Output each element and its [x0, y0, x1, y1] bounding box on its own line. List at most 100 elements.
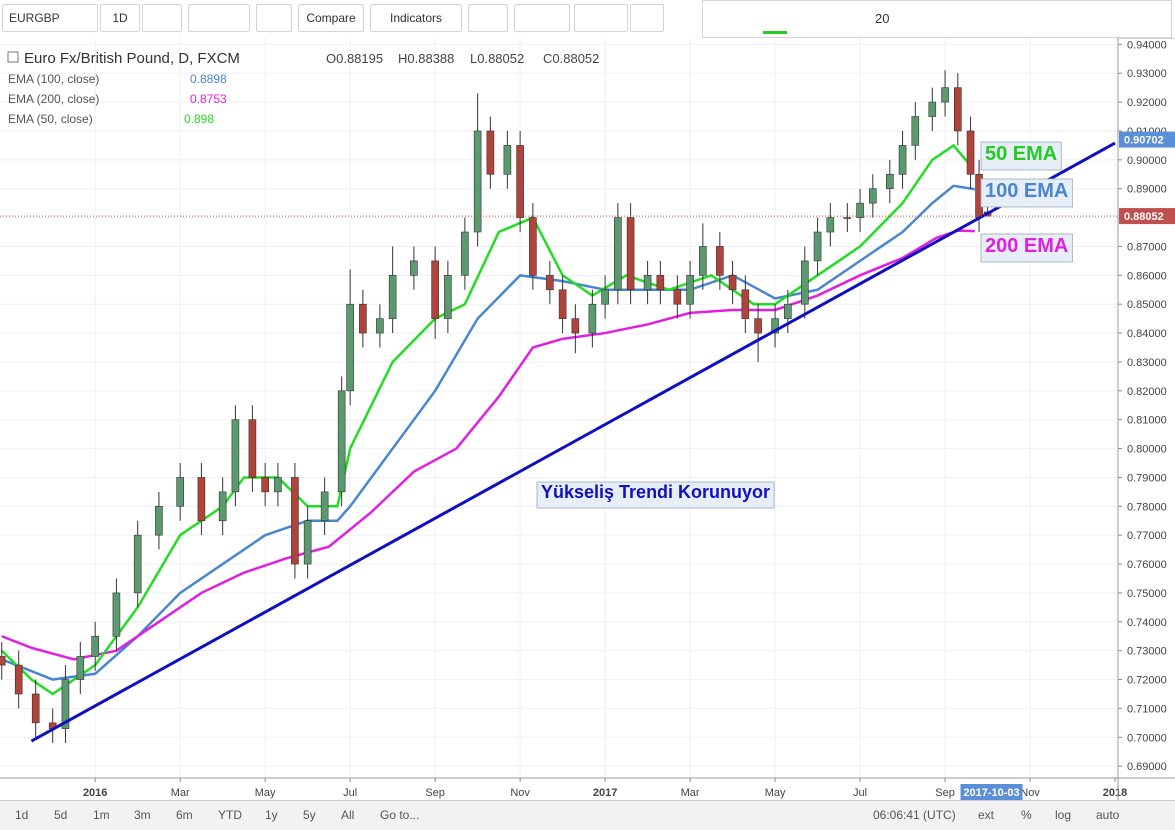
toolbar: EURGBP 1D Compare Indicators 20 — [0, 0, 1175, 39]
chart-title: Euro Fx/British Pound, D, FXCM — [24, 50, 240, 67]
ema-line — [1, 229, 975, 661]
scale-option[interactable]: auto — [1096, 808, 1120, 822]
candle-body — [656, 275, 665, 291]
price-marker-label: 0.88052 — [1124, 211, 1164, 223]
y-tick-label: 0.75000 — [1127, 588, 1167, 600]
x-tick-label: Jul — [853, 787, 867, 799]
candle-body — [91, 635, 99, 657]
annotation: 50 EMA — [980, 141, 1062, 171]
replay-button[interactable] — [514, 4, 570, 32]
price-marker-label: 0.90702 — [1124, 135, 1164, 147]
range-button[interactable]: 1d — [15, 808, 29, 822]
legend-value: 0.8753 — [190, 92, 227, 106]
y-tick-label: 0.90000 — [1127, 155, 1167, 167]
legend: Euro Fx/British Pound, D, FXCM O0.88195 H0… — [7, 50, 599, 126]
undo-redo[interactable] — [574, 4, 628, 32]
candle-body — [303, 520, 312, 565]
candle-body — [928, 101, 937, 117]
candle-body — [546, 275, 554, 291]
x-tick-label: 2017 — [593, 787, 617, 799]
legend-label: EMA (200, close) — [8, 92, 99, 106]
candle-body — [626, 217, 635, 291]
compare-button[interactable]: Compare — [298, 4, 364, 32]
candle-body — [112, 592, 121, 637]
legend-value: 0.898 — [184, 112, 214, 126]
annotation-box — [980, 233, 1073, 263]
candle-body — [911, 116, 920, 146]
candle-body — [588, 303, 597, 334]
interval-menu[interactable] — [142, 4, 182, 32]
annotation: 100 EMA — [980, 178, 1073, 208]
range-button[interactable]: 3m — [134, 808, 151, 822]
y-tick-label: 0.87000 — [1127, 241, 1167, 253]
candle-body — [176, 477, 184, 507]
candle-body — [14, 664, 23, 695]
candle-body — [376, 318, 384, 334]
candle-body — [699, 246, 707, 276]
x-tick-label: May — [765, 787, 786, 799]
ohlc-label: H0.88388 — [398, 51, 454, 66]
price-marker-box — [1119, 131, 1175, 148]
candle-body — [686, 275, 694, 305]
y-tick-label: 0.69000 — [1127, 761, 1167, 773]
range-button[interactable]: Go to... — [380, 808, 420, 822]
range-button[interactable]: 5d — [54, 808, 68, 822]
x-tick-label: Nov — [1020, 787, 1040, 799]
fullscreen-button[interactable] — [630, 4, 664, 32]
chart-style-button[interactable] — [188, 4, 250, 32]
y-tick-label: 0.82000 — [1127, 386, 1167, 398]
indicators-button[interactable]: Indicators — [370, 4, 462, 32]
legend-label: EMA (50, close) — [8, 112, 93, 126]
range-button[interactable]: YTD — [218, 808, 242, 822]
candle-body — [486, 130, 495, 175]
scale-option[interactable]: % — [1021, 808, 1032, 822]
range-button[interactable]: 1y — [265, 808, 278, 822]
range-button[interactable]: 5y — [303, 808, 316, 822]
y-tick-label: 0.93000 — [1127, 68, 1167, 80]
candle-body — [461, 231, 469, 276]
settings-button[interactable] — [256, 4, 292, 32]
candle-body — [410, 260, 418, 276]
candle-body — [784, 303, 792, 319]
candle-body — [473, 130, 482, 233]
candle-body — [31, 693, 40, 724]
y-tick-label: 0.71000 — [1127, 703, 1167, 715]
x-tick-label: 2018 — [1103, 787, 1127, 799]
symbol-input[interactable]: EURGBP — [2, 4, 98, 32]
scale-option[interactable]: ext — [978, 808, 995, 822]
interval-button[interactable]: 1D — [100, 4, 140, 32]
legend-label: EMA (100, close) — [8, 72, 99, 86]
candle-body — [643, 275, 652, 291]
candle-body — [155, 506, 163, 536]
alert-button[interactable] — [468, 4, 508, 32]
line-width[interactable]: 20 — [875, 11, 890, 26]
candle-body — [388, 275, 397, 319]
x-tick-label: Jul — [343, 787, 357, 799]
candle-body — [966, 130, 975, 175]
candle-body — [431, 260, 439, 319]
range-button[interactable]: 6m — [176, 808, 193, 822]
annotation-box — [980, 141, 1062, 171]
candle-body — [571, 318, 580, 334]
y-tick-label: 0.77000 — [1127, 530, 1167, 542]
candle-body — [337, 390, 346, 493]
y-tick-label: 0.84000 — [1127, 328, 1167, 340]
y-tick-label: 0.80000 — [1127, 444, 1167, 456]
candle-body — [274, 477, 282, 493]
x-tick-label: 2016 — [83, 787, 107, 799]
trendline — [30, 141, 1116, 743]
bottom-bar: 1d 5d 1m 3m 6m YTD 1y 5y All Go to... 06:06:41 (UT… — [0, 800, 1175, 830]
candle-body — [558, 289, 567, 319]
scale-option[interactable]: log — [1055, 808, 1072, 822]
candle-body — [76, 656, 85, 680]
clock[interactable]: 06:06:41 (UTC) — [873, 808, 956, 822]
annotation-text: 50 EMA — [985, 143, 1057, 165]
annotation-text: 200 EMA — [985, 235, 1068, 257]
y-tick-label: 0.81000 — [1127, 415, 1167, 427]
y-tick-label: 0.76000 — [1127, 559, 1167, 571]
color-indicator — [763, 31, 787, 34]
candle-body — [898, 145, 907, 175]
range-button[interactable]: 1m — [93, 808, 110, 822]
annotation-text: Yükseliş Trendi Korunuyor — [541, 482, 770, 502]
range-button[interactable]: All — [341, 808, 355, 822]
